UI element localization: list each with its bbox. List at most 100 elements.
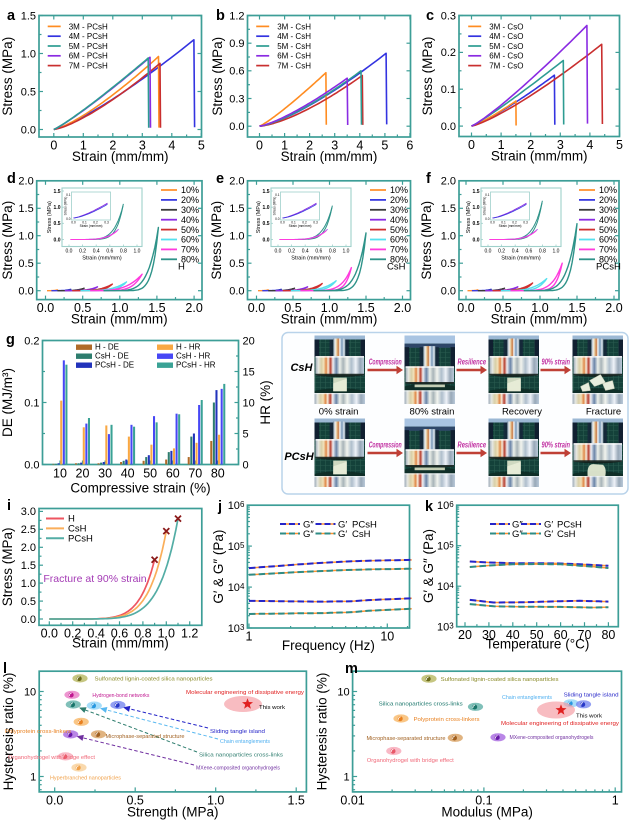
svg-text:Stress (MPa): Stress (MPa) xyxy=(273,197,277,216)
svg-text:1: 1 xyxy=(343,771,349,783)
svg-text:Strain (mm/mm): Strain (mm/mm) xyxy=(491,312,588,327)
svg-text:G′: G′ xyxy=(338,520,347,531)
svg-text:0.0: 0.0 xyxy=(54,237,61,243)
svg-text:Strength (MPa): Strength (MPa) xyxy=(127,804,219,819)
svg-text:60%: 60% xyxy=(390,235,408,245)
svg-text:2.0: 2.0 xyxy=(21,542,36,554)
svg-text:40%: 40% xyxy=(181,215,199,225)
svg-text:7M - CsO: 7M - CsO xyxy=(489,62,523,71)
svg-text:20: 20 xyxy=(76,467,90,481)
svg-text:Strain (mm/mm): Strain (mm/mm) xyxy=(289,224,312,228)
svg-text:g: g xyxy=(6,332,15,348)
svg-text:0.0: 0.0 xyxy=(263,237,270,243)
svg-text:1.5: 1.5 xyxy=(357,301,374,315)
svg-text:30%: 30% xyxy=(390,205,408,215)
svg-text:6M - CsH: 6M - CsH xyxy=(277,52,311,61)
svg-text:10%: 10% xyxy=(181,185,199,195)
svg-text:Strain (mm/mm): Strain (mm/mm) xyxy=(72,149,169,164)
svg-text:0.2: 0.2 xyxy=(512,221,517,225)
svg-text:0.6: 0.6 xyxy=(229,66,244,78)
svg-text:0.2: 0.2 xyxy=(302,221,307,225)
svg-text:0: 0 xyxy=(50,138,57,152)
svg-text:1.0: 1.0 xyxy=(54,205,61,211)
svg-text:2.0: 2.0 xyxy=(229,176,244,188)
svg-text:0.5: 0.5 xyxy=(494,301,511,315)
svg-text:CsH: CsH xyxy=(352,529,371,540)
svg-text:10: 10 xyxy=(243,397,255,409)
svg-text:Compression: Compression xyxy=(369,358,402,367)
svg-text:0.0: 0.0 xyxy=(21,614,36,626)
svg-text:60: 60 xyxy=(554,628,568,642)
svg-text:1.0: 1.0 xyxy=(553,249,560,255)
svg-text:0.8: 0.8 xyxy=(329,249,336,255)
svg-text:0.0: 0.0 xyxy=(473,237,480,243)
svg-text:Compression: Compression xyxy=(369,441,402,450)
svg-text:Fracture at 90% strain: Fracture at 90% strain xyxy=(43,573,146,585)
svg-text:0.5: 0.5 xyxy=(18,258,33,270)
svg-text:1.5: 1.5 xyxy=(568,301,585,315)
svg-text:CsH - HR: CsH - HR xyxy=(176,352,210,361)
svg-text:4: 4 xyxy=(586,138,593,152)
svg-text:0: 0 xyxy=(243,459,249,471)
svg-text:70%: 70% xyxy=(181,245,199,255)
svg-text:Strain (mm/mm): Strain (mm/mm) xyxy=(80,224,103,228)
svg-text:0.5: 0.5 xyxy=(229,258,244,270)
svg-text:Strain (mm/mm): Strain (mm/mm) xyxy=(501,256,541,262)
svg-text:Stress (MPa): Stress (MPa) xyxy=(420,37,435,116)
svg-text:PCsH - DE: PCsH - DE xyxy=(95,361,134,370)
svg-text:4M - CsH: 4M - CsH xyxy=(277,32,311,41)
svg-text:0% strain: 0% strain xyxy=(319,407,359,418)
svg-text:1.5: 1.5 xyxy=(441,203,456,215)
svg-text:1.0: 1.0 xyxy=(134,249,141,255)
svg-text:0.0: 0.0 xyxy=(441,286,456,298)
svg-text:CsH - DE: CsH - DE xyxy=(95,352,129,361)
svg-text:3M - CsO: 3M - CsO xyxy=(489,22,523,31)
svg-text:7M - PCsH: 7M - PCsH xyxy=(69,62,108,71)
svg-text:3: 3 xyxy=(139,138,146,152)
svg-text:60%: 60% xyxy=(181,235,199,245)
svg-text:6M - CsO: 6M - CsO xyxy=(489,52,523,61)
svg-text:80%: 80% xyxy=(599,255,617,265)
svg-text:1.5: 1.5 xyxy=(148,301,165,315)
svg-text:This work: This work xyxy=(259,705,285,711)
svg-text:2.5: 2.5 xyxy=(21,524,36,536)
svg-text:H - HR: H - HR xyxy=(176,343,201,352)
svg-text:Hyperbranched nanoparticles: Hyperbranched nanoparticles xyxy=(50,776,121,782)
svg-text:1.5: 1.5 xyxy=(21,560,36,572)
svg-text:4: 4 xyxy=(356,138,363,152)
svg-text:Stress (MPa): Stress (MPa) xyxy=(0,201,15,280)
svg-text:0.1: 0.1 xyxy=(66,193,71,197)
svg-text:0.8: 0.8 xyxy=(120,249,127,255)
svg-text:90% strain: 90% strain xyxy=(542,441,571,450)
svg-text:0.0: 0.0 xyxy=(46,793,63,807)
svg-text:10: 10 xyxy=(24,686,36,698)
svg-text:2.0: 2.0 xyxy=(394,301,411,315)
svg-text:G″: G″ xyxy=(303,520,314,531)
svg-text:0.6: 0.6 xyxy=(106,249,113,255)
svg-text:1.5: 1.5 xyxy=(18,203,33,215)
svg-text:20%: 20% xyxy=(599,195,617,205)
svg-text:10%: 10% xyxy=(599,185,617,195)
svg-text:0.0: 0.0 xyxy=(248,301,265,315)
svg-text:50: 50 xyxy=(530,628,544,642)
svg-text:0.0: 0.0 xyxy=(71,221,76,225)
svg-text:20: 20 xyxy=(458,628,472,642)
svg-text:MXene-composited organohydroge: MXene-composited organohydrogels xyxy=(510,735,594,741)
svg-text:70: 70 xyxy=(188,467,202,481)
svg-text:20%: 20% xyxy=(390,195,408,205)
svg-text:Polyprotein cross-linkers: Polyprotein cross-linkers xyxy=(5,729,71,735)
svg-text:Recovery: Recovery xyxy=(502,407,542,418)
svg-text:0.1: 0.1 xyxy=(82,221,87,225)
svg-text:0.01: 0.01 xyxy=(340,793,364,807)
svg-text:0.0: 0.0 xyxy=(457,301,474,315)
svg-text:0.0: 0.0 xyxy=(18,286,33,298)
svg-text:Frequency (Hz): Frequency (Hz) xyxy=(282,638,375,653)
svg-text:0.0: 0.0 xyxy=(229,121,244,133)
svg-text:0.0: 0.0 xyxy=(37,301,54,315)
svg-text:0.0: 0.0 xyxy=(21,124,36,136)
svg-text:Strain (mm/mm): Strain (mm/mm) xyxy=(499,224,522,228)
svg-text:0.5: 0.5 xyxy=(74,301,91,315)
svg-text:1.0: 1.0 xyxy=(207,793,224,807)
svg-text:Sliding tangle island: Sliding tangle island xyxy=(564,693,619,699)
svg-text:This work: This work xyxy=(576,714,602,720)
